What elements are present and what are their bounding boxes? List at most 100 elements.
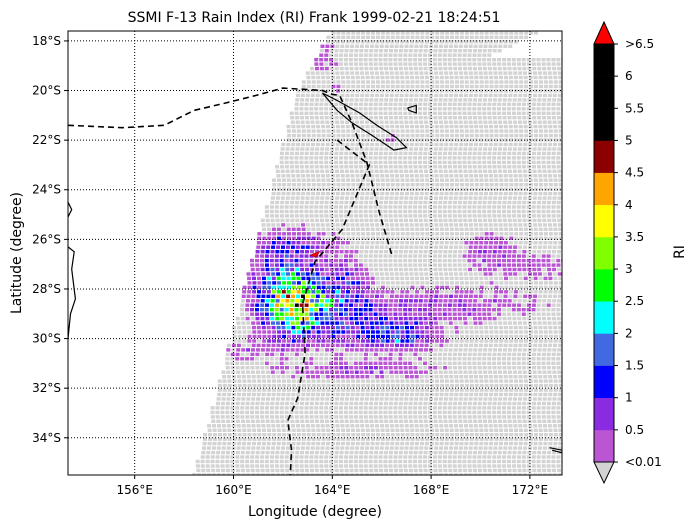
rain-pixel xyxy=(483,174,488,178)
rain-pixel xyxy=(256,294,261,298)
rain-pixel xyxy=(463,370,468,374)
rain-pixel xyxy=(220,406,225,410)
rain-pixel xyxy=(415,441,419,446)
rain-pixel xyxy=(508,392,513,397)
rain-pixel xyxy=(336,227,341,231)
rain-pixel xyxy=(435,433,440,437)
rain-pixel xyxy=(319,200,324,205)
rain-pixel xyxy=(211,473,216,475)
rain-pixel xyxy=(301,392,306,397)
rain-pixel xyxy=(437,361,442,365)
rain-pixel xyxy=(374,316,379,321)
rain-pixel xyxy=(389,272,394,276)
rain-pixel xyxy=(365,441,370,446)
rain-pixel xyxy=(355,276,360,281)
rain-pixel xyxy=(341,330,346,334)
rain-pixel xyxy=(482,250,487,254)
rain-pixel xyxy=(474,441,479,446)
rain-pixel xyxy=(452,258,457,263)
rain-pixel xyxy=(405,383,410,388)
rain-pixel xyxy=(376,383,380,388)
rain-pixel xyxy=(434,276,439,281)
rain-pixel xyxy=(488,375,493,379)
rain-pixel xyxy=(326,441,331,446)
rain-pixel xyxy=(334,316,339,321)
rain-pixel xyxy=(344,366,349,370)
rain-pixel xyxy=(294,151,299,156)
rain-pixel xyxy=(403,406,408,410)
rain-pixel xyxy=(384,299,389,303)
rain-pixel xyxy=(274,205,279,209)
rain-pixel xyxy=(563,295,567,298)
rain-pixel xyxy=(517,348,522,352)
rain-pixel xyxy=(524,433,529,437)
rain-pixel xyxy=(403,160,408,165)
rain-pixel xyxy=(207,424,212,428)
rain-pixel xyxy=(405,441,410,446)
rain-pixel xyxy=(413,263,418,267)
rain-pixel xyxy=(251,424,256,428)
rain-pixel xyxy=(468,370,473,374)
rain-pixel xyxy=(389,245,394,249)
rain-pixel xyxy=(463,200,467,205)
rain-pixel xyxy=(241,299,245,303)
rain-pixel xyxy=(462,165,467,169)
rain-pixel xyxy=(276,379,281,383)
rain-pixel xyxy=(478,473,483,475)
rain-pixel xyxy=(379,468,384,473)
rain-pixel xyxy=(284,156,289,160)
rain-pixel xyxy=(459,223,464,227)
rain-pixel xyxy=(360,294,365,298)
rain-pixel xyxy=(440,437,445,441)
rain-pixel xyxy=(321,290,326,294)
rain-pixel xyxy=(552,473,557,475)
rain-pixel xyxy=(310,450,314,455)
rain-pixel xyxy=(326,392,330,397)
rain-pixel xyxy=(390,174,395,178)
rain-pixel xyxy=(512,401,517,406)
rain-pixel xyxy=(314,406,319,410)
rain-pixel xyxy=(415,330,420,334)
rain-pixel xyxy=(477,214,482,218)
rain-pixel xyxy=(306,334,311,339)
rain-pixel xyxy=(547,424,552,428)
rain-pixel xyxy=(449,428,454,432)
rain-pixel xyxy=(250,459,254,464)
rain-pixel xyxy=(276,446,281,450)
rain-pixel xyxy=(508,196,513,200)
rain-pixel xyxy=(300,299,305,303)
rain-pixel xyxy=(236,343,241,348)
rain-pixel xyxy=(260,299,265,303)
rain-pixel xyxy=(384,321,389,325)
rain-pixel xyxy=(553,174,558,178)
rain-pixel xyxy=(380,191,385,196)
rain-pixel xyxy=(282,232,287,236)
rain-pixel xyxy=(344,370,349,374)
rain-pixel xyxy=(420,281,425,285)
rain-pixel xyxy=(537,165,541,169)
rain-pixel xyxy=(371,437,375,441)
rain-pixel xyxy=(504,281,509,285)
rain-pixel xyxy=(271,321,275,325)
rain-pixel xyxy=(439,325,444,330)
rain-pixel xyxy=(467,357,472,361)
rain-pixel xyxy=(217,441,222,446)
rain-pixel xyxy=(454,241,459,245)
rain-pixel xyxy=(492,258,497,263)
rain-pixel xyxy=(314,352,319,357)
rain-pixel xyxy=(331,339,336,343)
rain-pixel xyxy=(547,147,552,151)
rain-pixel xyxy=(503,223,508,227)
rain-pixel xyxy=(494,334,499,339)
rain-pixel xyxy=(275,165,280,169)
rain-pixel xyxy=(237,428,242,432)
rain-pixel xyxy=(379,397,384,401)
rain-pixel xyxy=(424,191,429,196)
rain-pixel xyxy=(467,258,472,263)
rain-pixel xyxy=(326,276,331,281)
rain-pixel xyxy=(512,299,517,303)
rain-pixel xyxy=(230,366,235,370)
rain-pixel xyxy=(271,441,276,446)
rain-pixel xyxy=(433,419,438,423)
rain-pixel xyxy=(383,214,388,218)
